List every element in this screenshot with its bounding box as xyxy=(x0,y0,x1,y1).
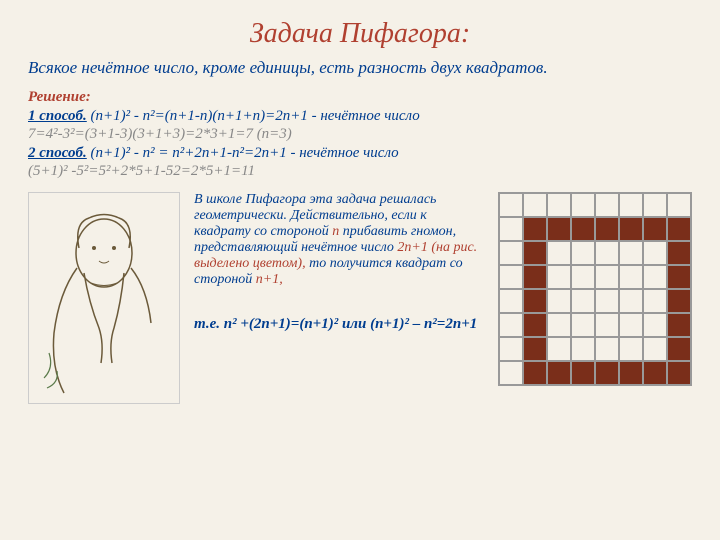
theorem-statement: Всякое нечётное число, кроме единицы, ес… xyxy=(28,58,692,78)
grid-cell-filled xyxy=(571,361,595,385)
grid-cell-empty xyxy=(643,265,667,289)
grid-cell-empty xyxy=(571,289,595,313)
grid-cell-filled xyxy=(667,265,691,289)
grid-cell-empty xyxy=(619,265,643,289)
grid-cell-empty xyxy=(643,337,667,361)
grid-cell-empty xyxy=(547,241,571,265)
grid-cell-empty xyxy=(499,289,523,313)
grid-cell-filled xyxy=(619,217,643,241)
grid-cell-filled xyxy=(523,265,547,289)
method1-label: 1 способ. xyxy=(28,108,87,124)
grid-cell-filled xyxy=(523,289,547,313)
grid-cell-filled xyxy=(667,217,691,241)
grid-cell-empty xyxy=(643,241,667,265)
pythagoras-portrait xyxy=(28,192,180,404)
grid-cell-empty xyxy=(523,193,547,217)
grid-cell-filled xyxy=(643,361,667,385)
grid-cell-empty xyxy=(499,241,523,265)
grid-cell-filled xyxy=(667,289,691,313)
gnomon-grid xyxy=(498,192,692,386)
grid-cell-empty xyxy=(571,337,595,361)
grid-cell-filled xyxy=(619,361,643,385)
grid-cell-empty xyxy=(619,337,643,361)
bottom-formula: т.е. n² +(2n+1)=(n+1)² или (n+1)² – n²=2… xyxy=(194,316,484,333)
grid-cell-empty xyxy=(499,361,523,385)
grid-cell-empty xyxy=(499,265,523,289)
grid-cell-filled xyxy=(667,337,691,361)
body-n1: n+1, xyxy=(256,272,283,287)
grid-cell-empty xyxy=(619,193,643,217)
grid-cell-filled xyxy=(523,241,547,265)
grid-cell-empty xyxy=(619,289,643,313)
grid-cell-empty xyxy=(499,313,523,337)
method2-formula: (n+1)² - n² = n²+2n+1-n²=2n+1 - нечётное… xyxy=(87,145,399,161)
grid-cell-filled xyxy=(547,361,571,385)
grid-cell-filled xyxy=(523,313,547,337)
grid-cell-empty xyxy=(619,313,643,337)
grid-cell-empty xyxy=(595,193,619,217)
grid-cell-empty xyxy=(571,265,595,289)
grid-cell-empty xyxy=(595,241,619,265)
grid-cell-filled xyxy=(571,217,595,241)
grid-cell-filled xyxy=(523,217,547,241)
grid-cell-filled xyxy=(523,361,547,385)
grid-cell-empty xyxy=(499,217,523,241)
slide-title: Задача Пифагора: xyxy=(28,18,692,50)
grid-cell-filled xyxy=(667,241,691,265)
method2-example: (5+1)² -5²=5²+2*5+1-52=2*5+1=11 xyxy=(28,163,692,180)
method2-label: 2 способ. xyxy=(28,145,87,161)
grid-cell-empty xyxy=(547,289,571,313)
grid-cell-filled xyxy=(643,217,667,241)
grid-cell-filled xyxy=(595,217,619,241)
body-2n1: 2n+1 xyxy=(397,240,427,255)
grid-cell-empty xyxy=(571,241,595,265)
grid-cell-empty xyxy=(547,313,571,337)
grid-cell-empty xyxy=(643,193,667,217)
grid-cell-filled xyxy=(523,337,547,361)
grid-cell-empty xyxy=(595,265,619,289)
solution-label: Решение: xyxy=(28,89,91,105)
grid-cell-empty xyxy=(571,193,595,217)
grid-cell-empty xyxy=(547,193,571,217)
method1-formula: (n+1)² - n²=(n+1-n)(n+1+n)=2n+1 - нечётн… xyxy=(87,108,420,124)
grid-cell-filled xyxy=(595,361,619,385)
grid-cell-empty xyxy=(595,337,619,361)
grid-cell-empty xyxy=(619,241,643,265)
grid-cell-empty xyxy=(643,313,667,337)
geometric-explanation: В школе Пифагора эта задача решалась гео… xyxy=(194,192,484,404)
grid-cell-filled xyxy=(667,361,691,385)
grid-cell-empty xyxy=(499,337,523,361)
grid-cell-empty xyxy=(595,289,619,313)
grid-cell-empty xyxy=(499,193,523,217)
grid-cell-filled xyxy=(667,313,691,337)
grid-cell-empty xyxy=(667,193,691,217)
grid-cell-empty xyxy=(547,265,571,289)
grid-cell-empty xyxy=(595,313,619,337)
grid-cell-empty xyxy=(643,289,667,313)
grid-cell-empty xyxy=(547,337,571,361)
grid-cell-filled xyxy=(547,217,571,241)
grid-cell-empty xyxy=(571,313,595,337)
method1-example: 7=4²-3²=(3+1-3)(3+1+3)=2*3+1=7 (n=3) xyxy=(28,126,692,143)
